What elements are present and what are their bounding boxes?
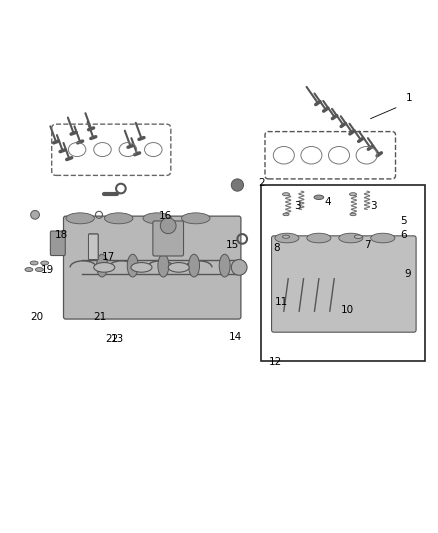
Circle shape — [31, 211, 39, 219]
Bar — [261, 185, 425, 361]
Ellipse shape — [96, 254, 107, 277]
Circle shape — [231, 179, 244, 191]
Ellipse shape — [219, 254, 230, 277]
FancyBboxPatch shape — [88, 234, 98, 260]
FancyBboxPatch shape — [50, 231, 65, 255]
Ellipse shape — [354, 235, 362, 238]
Text: 17: 17 — [102, 252, 115, 262]
Ellipse shape — [283, 193, 290, 196]
Text: 3: 3 — [294, 201, 301, 211]
Ellipse shape — [94, 263, 115, 272]
Ellipse shape — [307, 233, 331, 243]
FancyBboxPatch shape — [153, 221, 184, 256]
Text: 8: 8 — [273, 243, 280, 253]
Text: 9: 9 — [404, 269, 411, 279]
Text: 4: 4 — [324, 197, 331, 207]
Ellipse shape — [35, 268, 43, 271]
Text: 2: 2 — [258, 178, 265, 188]
Text: 13: 13 — [111, 334, 124, 344]
Circle shape — [160, 218, 176, 233]
Ellipse shape — [143, 213, 172, 224]
Ellipse shape — [350, 213, 356, 216]
Circle shape — [231, 260, 247, 275]
Ellipse shape — [41, 261, 49, 265]
Text: 10: 10 — [340, 305, 353, 316]
FancyBboxPatch shape — [64, 216, 241, 319]
Text: 12: 12 — [268, 357, 282, 367]
Text: 22: 22 — [105, 334, 118, 344]
Ellipse shape — [127, 254, 138, 277]
Text: 1: 1 — [406, 93, 413, 103]
Text: 21: 21 — [93, 312, 106, 322]
Text: 6: 6 — [400, 230, 407, 240]
Ellipse shape — [30, 261, 38, 265]
Text: 11: 11 — [275, 297, 288, 308]
Ellipse shape — [371, 233, 395, 243]
Ellipse shape — [350, 193, 357, 196]
Text: 7: 7 — [364, 240, 371, 251]
Ellipse shape — [25, 268, 33, 271]
Ellipse shape — [131, 263, 152, 272]
Ellipse shape — [283, 235, 290, 238]
Text: 19: 19 — [41, 265, 54, 275]
Text: 14: 14 — [229, 332, 242, 342]
Ellipse shape — [283, 213, 289, 216]
Ellipse shape — [275, 233, 299, 243]
Text: 18: 18 — [55, 230, 68, 240]
Ellipse shape — [66, 213, 94, 224]
Ellipse shape — [105, 213, 133, 224]
Ellipse shape — [158, 254, 169, 277]
Text: 3: 3 — [370, 201, 377, 211]
FancyBboxPatch shape — [88, 234, 98, 260]
Ellipse shape — [181, 213, 210, 224]
Text: 16: 16 — [159, 211, 172, 221]
Text: 20: 20 — [30, 312, 43, 322]
Ellipse shape — [314, 195, 324, 199]
FancyBboxPatch shape — [88, 234, 98, 260]
Text: 5: 5 — [400, 215, 407, 225]
Ellipse shape — [168, 263, 189, 272]
Ellipse shape — [188, 254, 199, 277]
Ellipse shape — [339, 233, 363, 243]
Text: 15: 15 — [226, 240, 239, 251]
FancyBboxPatch shape — [272, 236, 416, 332]
